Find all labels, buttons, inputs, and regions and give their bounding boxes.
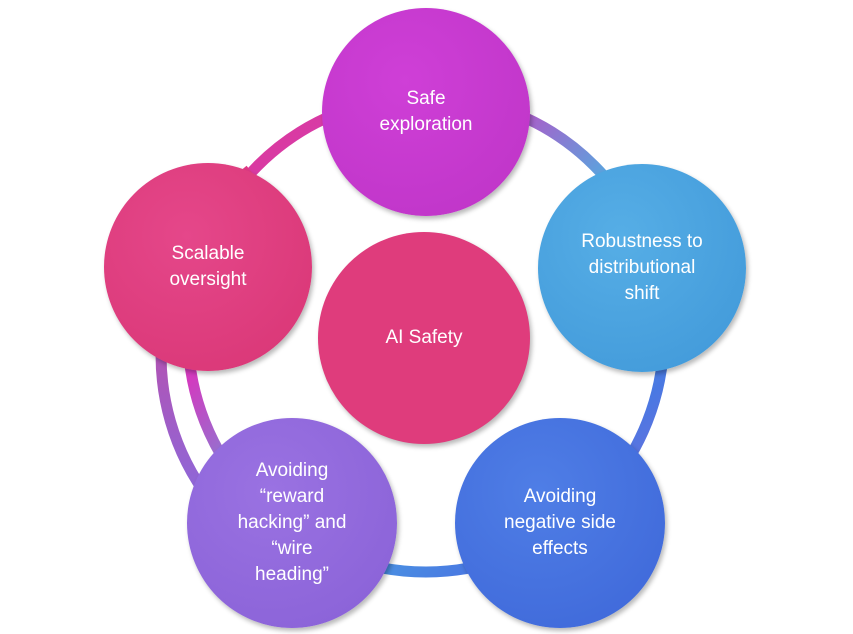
node-avoiding-negative-side-effects: Avoiding negative side effects xyxy=(455,418,665,628)
center-node-ai-safety: AI Safety xyxy=(318,232,530,444)
node-avoiding-reward-hacking: Avoiding “reward hacking” and “wire head… xyxy=(187,418,397,628)
center-node-label: AI Safety xyxy=(385,327,463,348)
node-label-robustness: Robustness to distributional shift xyxy=(581,231,703,304)
node-robustness-to-distributional-shift: Robustness to distributional shift xyxy=(538,164,746,372)
node-label-side-effects: Avoiding negative side effects xyxy=(504,486,616,559)
node-label-scalable-oversight: Scalable oversight xyxy=(169,243,247,290)
node-safe-exploration: Safe exploration xyxy=(322,8,530,216)
node-scalable-oversight: Scalable oversight xyxy=(104,163,312,371)
node-label-safe-exploration: Safe exploration xyxy=(379,88,473,135)
node-label-reward-hacking: Avoiding “reward hacking” and “wire head… xyxy=(237,460,347,585)
